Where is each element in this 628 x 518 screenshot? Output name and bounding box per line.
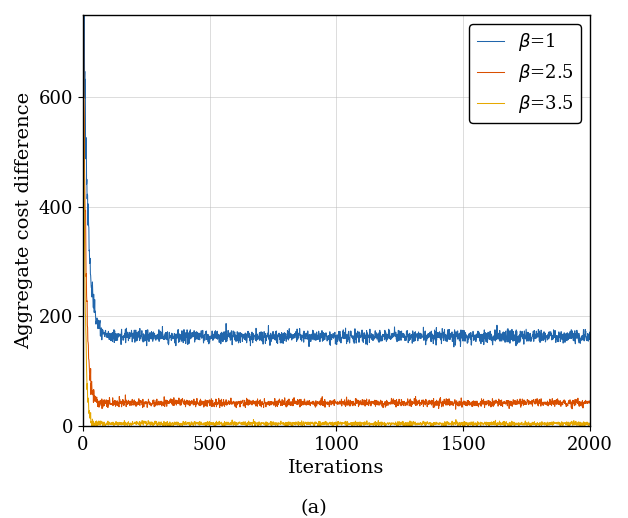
$\beta$=2.5 (124, 401, 132, 407)
$\beta$=3.5 (587, 420, 594, 426)
Line: $\beta$=3.5: $\beta$=3.5 (83, 0, 590, 426)
$\beta$=3.5 (497, 422, 504, 428)
$\beta$=1 (450, 344, 458, 350)
$\beta$=2.5 (587, 398, 594, 404)
$\beta$=1 (587, 332, 594, 338)
$\beta$=2.5 (90, 395, 98, 401)
$\beta$=1 (268, 336, 275, 342)
$\beta$=3.5 (88, 423, 95, 429)
Y-axis label: Aggregate cost difference: Aggregate cost difference (15, 92, 33, 349)
$\beta$=1 (384, 333, 391, 339)
$\beta$=3.5 (90, 422, 98, 428)
Text: (a): (a) (301, 499, 327, 517)
$\beta$=2.5 (452, 406, 460, 412)
$\beta$=2.5 (384, 399, 391, 406)
$\beta$=3.5 (268, 422, 275, 428)
$\beta$=1 (90, 309, 98, 315)
$\beta$=1 (124, 331, 132, 337)
$\beta$=3.5 (107, 420, 114, 426)
$\beta$=3.5 (124, 420, 132, 426)
$\beta$=2.5 (268, 401, 275, 408)
$\beta$=1 (106, 334, 114, 340)
Legend: $\beta$=1, $\beta$=2.5, $\beta$=3.5: $\beta$=1, $\beta$=2.5, $\beta$=3.5 (469, 24, 581, 123)
$\beta$=2.5 (497, 401, 504, 407)
X-axis label: Iterations: Iterations (288, 459, 384, 477)
$\beta$=1 (497, 332, 504, 338)
$\beta$=3.5 (384, 420, 392, 426)
Line: $\beta$=1: $\beta$=1 (83, 0, 590, 347)
$\beta$=2.5 (106, 401, 114, 407)
Line: $\beta$=2.5: $\beta$=2.5 (83, 0, 590, 409)
